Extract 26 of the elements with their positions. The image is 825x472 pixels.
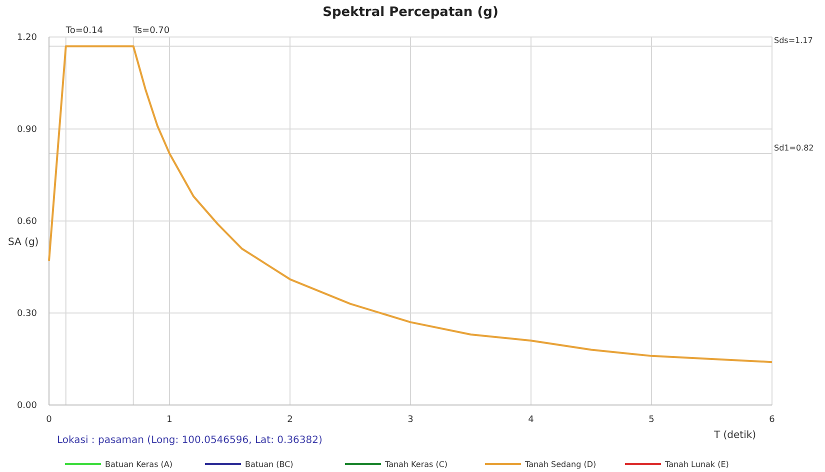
ref-line-label: Sd1=0.82 [774,144,814,153]
ref-line-label: Ts=0.70 [132,26,170,36]
legend-label: Batuan (BC) [245,460,294,469]
y-tick-label: 0.00 [16,401,38,411]
text: Lokasi : pasaman (Long: 100.0546596, Lat: 0.36382) [57,435,322,446]
x-tick-label: 5 [648,415,654,425]
y-axis-title: SA (g) [8,237,39,248]
ref-line-label: Sds=1.17 [774,36,813,46]
x-tick-label: 3 [408,415,414,425]
legend-label: Batuan Keras (A) [105,460,172,469]
x-tick-label: 0 [46,415,52,425]
y-tick-label: 0.60 [16,217,38,227]
line-series [48,45,773,364]
x-tick-label: 4 [528,415,534,425]
x-tick-label: 1 [166,415,172,425]
chart-title: Spektral Percepatan (g) [322,5,498,20]
ref-line-label: To=0.14 [64,26,104,36]
legend-label: Tanah Sedang (D) [524,460,596,469]
x-tick-label: 2 [287,415,293,425]
legend-label: Tanah Lunak (E) [664,460,729,469]
legend-label: Tanah Keras (C) [384,460,448,469]
x-axis-title: T (detik) [712,430,756,441]
x-tick-label: 6 [769,415,776,425]
y-tick-label: 0.30 [16,309,38,319]
y-tick-label: 0.90 [16,125,38,135]
y-tick-label: 1.20 [16,33,38,43]
